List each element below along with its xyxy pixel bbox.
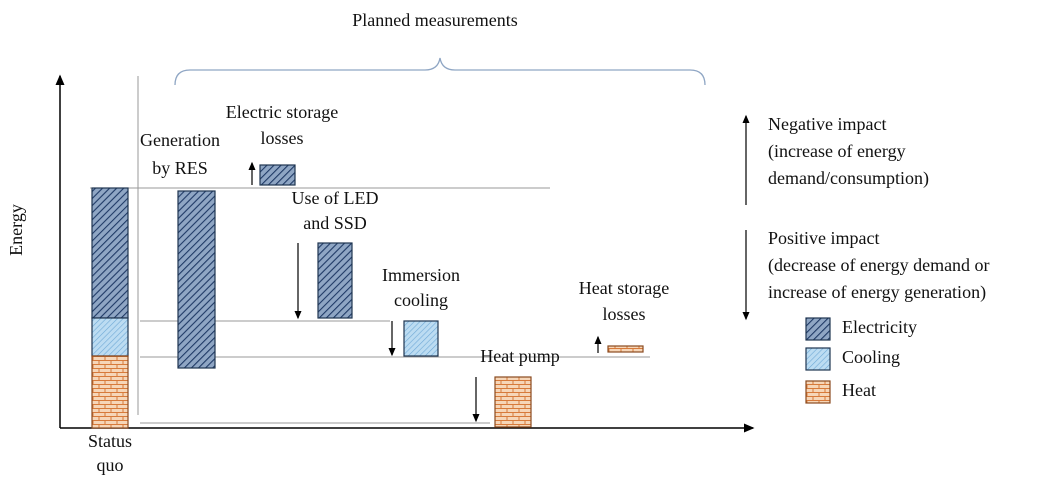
impact-text: (decrease of energy demand or xyxy=(768,255,990,276)
bar-cooling xyxy=(403,320,439,357)
bar-heat xyxy=(91,355,129,429)
impact-text: (increase of energy xyxy=(768,141,906,162)
measure-label: Generation xyxy=(140,130,220,150)
measure-label: Heat pump xyxy=(480,346,559,366)
bar-heat xyxy=(607,345,644,353)
impact-text: increase of energy generation) xyxy=(768,282,986,303)
measure-label: by RES xyxy=(152,158,208,178)
impact-text: demand/consumption) xyxy=(768,168,929,189)
measure-label: losses xyxy=(602,304,645,324)
legend-label: Heat xyxy=(842,380,876,400)
measure-label: and SSD xyxy=(303,213,367,233)
bar-electricity xyxy=(317,242,353,319)
bar-electricity xyxy=(91,187,129,319)
legend-label: Cooling xyxy=(842,347,900,367)
measure-label: cooling xyxy=(394,290,448,310)
legend-label: Electricity xyxy=(842,317,917,337)
measure-label: Immersion xyxy=(382,265,460,285)
title: Planned measurements xyxy=(352,10,517,30)
legend-swatch xyxy=(805,380,831,404)
measure-label: Use of LED xyxy=(292,188,379,208)
bar-heat xyxy=(494,376,532,428)
legend-swatch xyxy=(805,317,831,341)
x-label: Status xyxy=(88,431,132,451)
y-label: Energy xyxy=(6,204,26,256)
legend-swatch xyxy=(805,347,831,371)
measure-label: Electric storage xyxy=(226,102,338,122)
bar-cooling xyxy=(91,317,129,357)
measure-label: Heat storage xyxy=(579,278,669,298)
bar-electricity xyxy=(177,190,216,369)
measure-label: losses xyxy=(260,128,303,148)
impact-text: Negative impact xyxy=(768,114,886,134)
bar-electricity xyxy=(259,164,296,186)
impact-text: Positive impact xyxy=(768,228,880,248)
x-label: quo xyxy=(97,455,124,475)
brace xyxy=(174,57,706,86)
